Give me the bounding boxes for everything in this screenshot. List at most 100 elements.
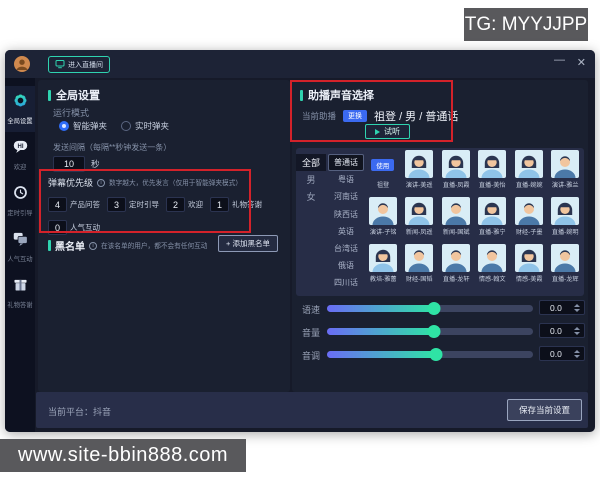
- priority-value-input[interactable]: 0: [48, 220, 67, 235]
- voice-item[interactable]: 演讲-子铭: [366, 197, 400, 237]
- voice-avatar: [405, 244, 434, 272]
- gear-icon: [12, 92, 29, 114]
- voice-avatar: [441, 244, 470, 272]
- dialect-filter-item[interactable]: 陕西话: [334, 209, 358, 219]
- radio-selected-icon[interactable]: [59, 121, 69, 131]
- site-watermark: www.site-bbin888.com: [0, 439, 246, 472]
- slider-value-box[interactable]: 0.0: [539, 323, 585, 338]
- blacklist-section: 黑名单 i 在该名单的用户，都不会有任何互动 + 添加黑名单: [48, 235, 280, 253]
- interval-row: 10 秒: [53, 156, 100, 172]
- current-platform: 当前平台：抖音: [48, 407, 112, 417]
- user-avatar-icon[interactable]: [14, 56, 30, 72]
- voice-item[interactable]: 直播-雅宁: [476, 197, 510, 237]
- priority-value-input[interactable]: 3: [107, 197, 126, 212]
- gender-filter-item[interactable]: 女: [306, 192, 316, 202]
- slider-fill: [327, 328, 435, 335]
- run-mode-option-label: 智能弹夹: [73, 121, 108, 131]
- save-settings-button[interactable]: 保存当前设置: [506, 399, 582, 421]
- voice-item[interactable]: 演讲-美遥: [403, 150, 437, 190]
- slider-thumb[interactable]: [429, 347, 443, 361]
- voice-item[interactable]: 情感-翰文: [476, 244, 510, 284]
- voice-item[interactable]: 使用 祖登: [366, 150, 400, 190]
- voice-item[interactable]: 教培-雅蕾: [366, 244, 400, 284]
- add-blacklist-button[interactable]: + 添加黑名单: [218, 235, 278, 252]
- voice-item[interactable]: 直播-龙轩: [439, 244, 473, 284]
- voice-name: 直播-婉婉: [515, 182, 543, 189]
- enter-liveroom-button[interactable]: 进入直播间: [48, 56, 110, 73]
- voice-item[interactable]: 财经-子墨: [512, 197, 546, 237]
- voice-item[interactable]: 直播-婉明: [549, 197, 583, 237]
- voice-avatar: [551, 150, 580, 178]
- slider-fill: [327, 305, 435, 312]
- voice-avatar: [478, 197, 507, 225]
- slider-value: 0.0: [550, 302, 562, 313]
- voice-item[interactable]: 直播-婉婉: [512, 150, 546, 190]
- slider-track[interactable]: [327, 301, 533, 315]
- dialect-filter-item[interactable]: 四川话: [334, 278, 358, 288]
- blacklist-title: 黑名单: [55, 242, 85, 253]
- dialect-filter-item[interactable]: 英语: [338, 226, 354, 236]
- sidebar-item-chat[interactable]: 人气互动: [5, 224, 35, 270]
- dialect-filter-item[interactable]: 台湾话: [334, 244, 358, 254]
- spinner-arrows-icon[interactable]: [574, 349, 584, 358]
- close-button[interactable]: ✕: [576, 57, 586, 69]
- spinner-arrows-icon[interactable]: [574, 326, 584, 335]
- sidebar-item-label: 礼物答谢: [7, 302, 33, 309]
- minimize-button[interactable]: —: [554, 54, 565, 66]
- change-voice-badge[interactable]: 更换: [343, 110, 368, 122]
- gender-filter-item[interactable]: 全部: [296, 154, 326, 171]
- voice-avatar: [514, 244, 543, 272]
- voice-item[interactable]: 演讲-雅兰: [549, 150, 583, 190]
- voice-avatar: [368, 244, 397, 272]
- voice-grid: 使用 祖登 演讲-美遥 直播-凤霞 直播-美怡 直播-婉婉 演讲-雅兰演讲-子铭 新闻-凤遥新…: [366, 150, 582, 284]
- sidebar-item-gear[interactable]: 全局设置: [5, 86, 35, 132]
- blacklist-note: 在该名单的用户，都不会有任何互动: [101, 242, 208, 250]
- radio-icon[interactable]: [121, 121, 132, 131]
- voice-avatar: [514, 197, 543, 225]
- priority-value-input[interactable]: 4: [48, 197, 67, 212]
- dialect-filter-item[interactable]: 普通话: [328, 154, 364, 172]
- dialect-filter-item[interactable]: 俄语: [338, 261, 354, 271]
- voice-name: 直播-雅宁: [478, 229, 506, 236]
- voice-item[interactable]: 情感-美霞: [512, 244, 546, 284]
- slider-thumb[interactable]: [427, 301, 441, 315]
- voice-item[interactable]: 直播-凤霞: [439, 150, 473, 190]
- voice-name: 直播-凤霞: [442, 182, 470, 189]
- slider-value-box[interactable]: 0.0: [539, 346, 585, 361]
- voice-item[interactable]: 财经-国韬: [403, 244, 437, 284]
- run-mode-option[interactable]: 实时弹夹: [121, 120, 169, 132]
- spinner-arrows-icon[interactable]: [574, 303, 584, 312]
- voice-name: 直播-婉明: [551, 229, 579, 236]
- dialect-filter-item[interactable]: 河南话: [334, 192, 358, 202]
- voice-item[interactable]: 直播-龙辉: [549, 244, 583, 284]
- slider-track[interactable]: [327, 324, 533, 338]
- current-voice-value: 祖登 / 男 / 普通话: [374, 111, 459, 123]
- preview-voice-button[interactable]: 试听: [365, 124, 410, 139]
- interval-input[interactable]: 10: [53, 156, 85, 172]
- gender-filter-item[interactable]: 男: [306, 175, 316, 185]
- info-icon: i: [89, 241, 97, 250]
- dialect-filter-item[interactable]: 粤语: [338, 175, 354, 185]
- run-mode-options: 智能弹夹 实时弹夹: [59, 120, 169, 132]
- slider-track[interactable]: [327, 347, 533, 361]
- slider-value-box[interactable]: 0.0: [539, 300, 585, 315]
- footer-bar: 当前平台：抖音 保存当前设置: [36, 392, 588, 428]
- voice-name: 演讲-美遥: [405, 182, 433, 189]
- run-mode-option[interactable]: 智能弹夹: [59, 120, 107, 132]
- priority-value-input[interactable]: 2: [166, 197, 185, 212]
- voice-item[interactable]: 新闻-国斌: [439, 197, 473, 237]
- sidebar-item-clock[interactable]: 定时引导: [5, 178, 35, 224]
- sidebar-item-hi-bubble[interactable]: HI 欢迎: [5, 132, 35, 178]
- enter-liveroom-label: 进入直播间: [68, 61, 103, 69]
- voice-item[interactable]: 新闻-凤遥: [403, 197, 437, 237]
- priority-value-input[interactable]: 1: [210, 197, 229, 212]
- sidebar-item-gift[interactable]: 礼物答谢: [5, 270, 35, 316]
- voice-item[interactable]: 直播-美怡: [476, 150, 510, 190]
- priority-item-label: 定时引导: [129, 200, 159, 209]
- slider-thumb[interactable]: [427, 324, 441, 338]
- app-window: 进入直播间 — ✕ 全局设置 HI 欢迎 定时引导 人气互动 礼物答谢 全局设置 运行模式…: [5, 50, 595, 432]
- svg-text:HI: HI: [17, 144, 23, 150]
- voice-picker: 全部男女 普通话粤语河南话陕西话英语台湾话俄语四川话 使用 祖登 演讲-美遥 直播-凤…: [296, 148, 584, 296]
- dialect-filter: 普通话粤语河南话陕西话英语台湾话俄语四川话: [328, 154, 364, 292]
